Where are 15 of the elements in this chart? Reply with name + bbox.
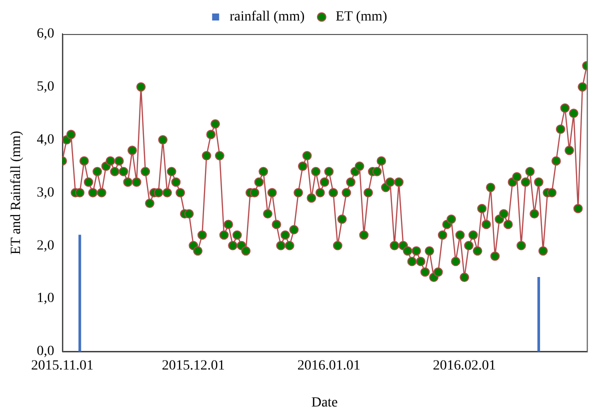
y-tick-label: 5,0 [36, 80, 54, 95]
x-tick-label: 2015.12.01 [162, 358, 225, 374]
x-axis-title: Date [311, 395, 338, 410]
legend-label: ET (mm) [336, 10, 388, 25]
y-tick-label: 0,0 [36, 344, 54, 360]
y-tick-label: 4,0 [36, 132, 54, 148]
y-tick-label: 1,0 [36, 291, 54, 306]
legend-label: rainfall (mm) [230, 10, 305, 25]
y-axis-title: ET and Rainfall (mm) [9, 130, 24, 255]
y-tick-label: 3,0 [36, 185, 54, 200]
x-tick-label: 2016.01.01 [297, 358, 360, 374]
y-tick-label: 6,0 [36, 26, 54, 42]
x-tick-label: 2015.11.01 [31, 358, 94, 374]
x-tick-label: 2016.02.01 [432, 358, 496, 374]
y-tick-label: 2,0 [36, 238, 54, 254]
